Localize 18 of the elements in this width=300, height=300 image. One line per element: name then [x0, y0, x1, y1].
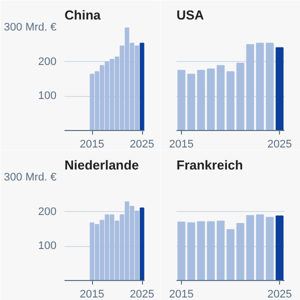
y-tick-label: 100: [38, 240, 57, 252]
y-tick-label: 200: [38, 206, 57, 218]
y-tick-label: 100: [38, 90, 57, 102]
chart-title: Frankreich: [176, 158, 244, 172]
x-tick-label: 2015: [169, 138, 194, 150]
y-tick-label: 300 Mrd. €: [4, 22, 57, 34]
x-tick-label: 2025: [267, 288, 292, 300]
y-tick-label: 200: [38, 56, 57, 68]
chart-title: USA: [176, 8, 205, 22]
x-tick-label: 2015: [80, 138, 104, 150]
x-tick-label: 2015: [169, 288, 194, 300]
chart-title: China: [64, 8, 102, 22]
x-tick-label: 2025: [130, 288, 154, 300]
x-tick-label: 2025: [267, 138, 292, 150]
x-tick-label: 2025: [130, 138, 154, 150]
x-tick-label: 2015: [80, 288, 104, 300]
y-tick-label: 300 Mrd. €: [4, 172, 57, 184]
chart-title: Niederlande: [64, 158, 139, 172]
